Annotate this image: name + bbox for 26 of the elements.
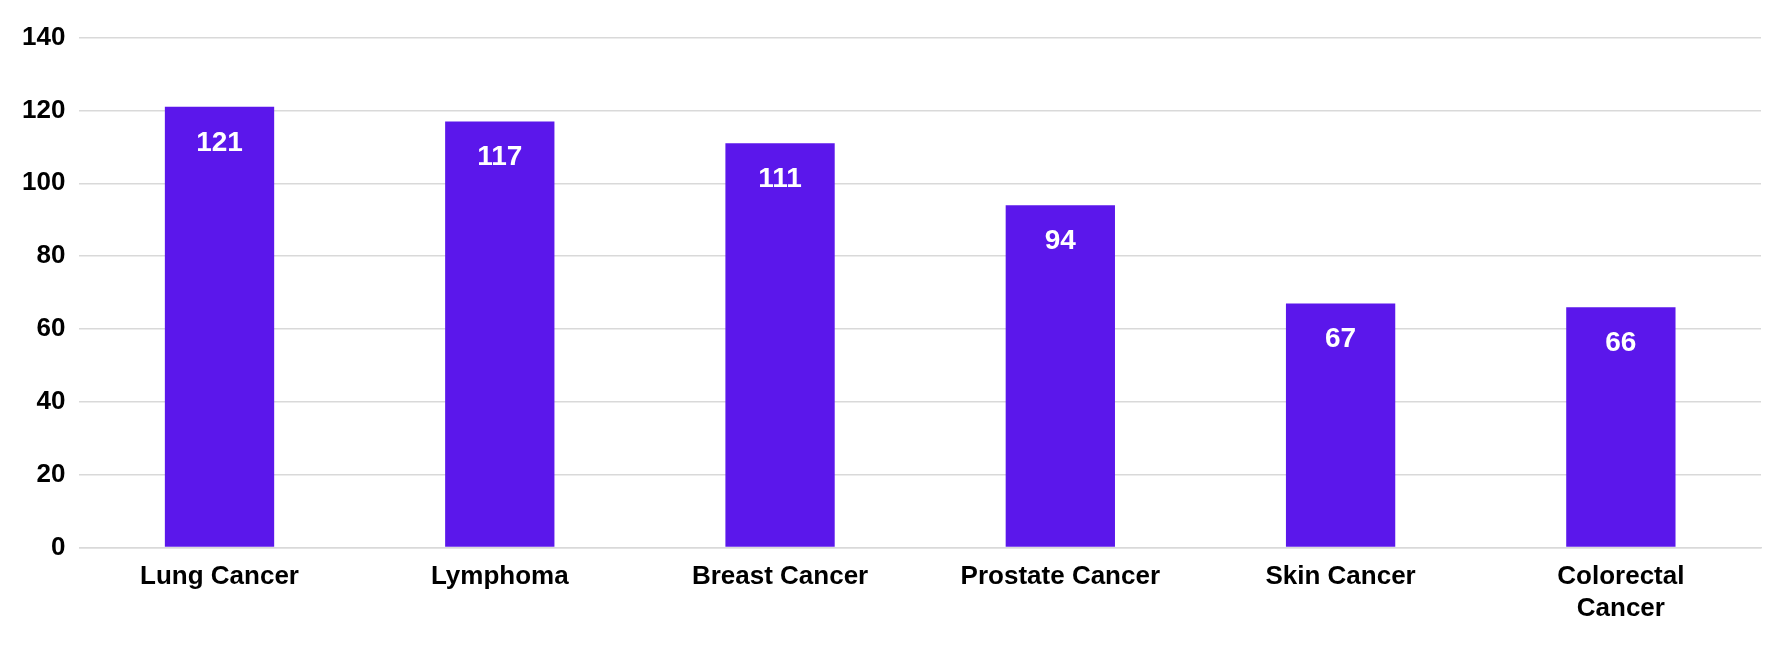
- data-label: 94: [1044, 223, 1077, 255]
- x-tick-label: Skin Cancer: [1265, 560, 1416, 591]
- y-tick-label: 80: [36, 239, 66, 270]
- data-label: 66: [1605, 325, 1637, 357]
- y-tick-label: 60: [36, 312, 66, 343]
- x-tick-label: Lymphoma: [430, 560, 570, 591]
- y-tick-label: 120: [21, 93, 66, 124]
- x-tick-label: Prostate Cancer: [960, 560, 1161, 591]
- bar: [164, 106, 275, 547]
- data-label: 67: [1325, 322, 1357, 354]
- bar: [1005, 205, 1115, 547]
- x-tick-label: Lung Cancer: [140, 560, 299, 591]
- x-tick-label: Breast Cancer: [691, 560, 869, 591]
- bar: [445, 121, 555, 547]
- bar: [725, 143, 835, 547]
- y-tick-label: 20: [36, 457, 66, 488]
- bar: [1566, 307, 1676, 547]
- y-tick-label: 100: [21, 166, 66, 197]
- data-label: 121: [196, 125, 243, 157]
- y-tick-label: 140: [21, 20, 66, 51]
- x-tick-label: Colorectal Cancer: [1557, 560, 1685, 622]
- y-tick-label: 40: [36, 385, 66, 416]
- bar: [1285, 303, 1396, 547]
- data-label: 111: [758, 161, 802, 193]
- data-label: 117: [477, 140, 523, 172]
- y-tick-label: 0: [50, 530, 66, 561]
